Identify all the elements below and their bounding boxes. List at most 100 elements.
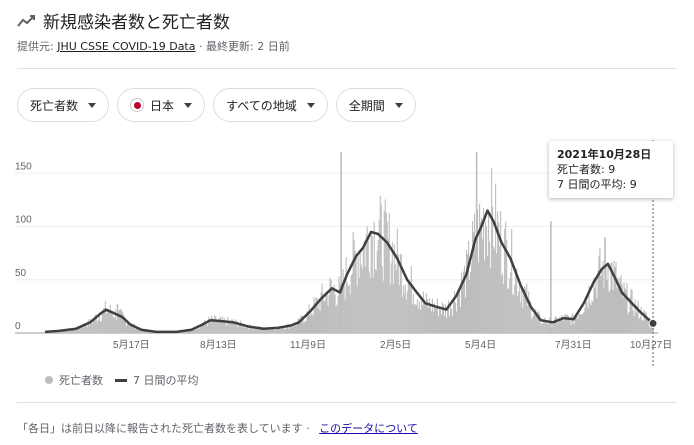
bar xyxy=(95,315,97,333)
bar xyxy=(616,288,618,333)
bar xyxy=(534,311,536,333)
bar xyxy=(514,284,516,333)
japan-flag-icon xyxy=(130,98,145,112)
bar xyxy=(497,211,499,333)
bar xyxy=(524,286,526,333)
bar xyxy=(235,319,237,333)
x-tick-label: 5月17日 xyxy=(113,339,150,351)
bar xyxy=(354,250,356,333)
bar xyxy=(624,288,626,333)
bar xyxy=(521,287,523,333)
bar xyxy=(405,299,407,333)
bar xyxy=(605,263,607,333)
bar xyxy=(136,327,139,333)
bar xyxy=(112,317,114,333)
bar xyxy=(399,253,401,333)
bar xyxy=(273,328,275,333)
bar xyxy=(448,316,451,333)
bar xyxy=(314,302,316,333)
bar-spike xyxy=(116,304,119,333)
bar xyxy=(363,240,365,333)
bar xyxy=(264,328,266,333)
bar xyxy=(520,302,522,333)
bar xyxy=(418,301,420,333)
bar xyxy=(584,307,586,333)
y-tick-label: 150 xyxy=(15,161,32,172)
bar xyxy=(458,287,461,333)
bar xyxy=(642,320,644,333)
bar xyxy=(402,285,404,333)
bar xyxy=(641,319,643,333)
bar xyxy=(147,331,150,333)
bar xyxy=(318,298,320,333)
legend-bar-swatch xyxy=(45,376,53,384)
bar xyxy=(212,318,214,333)
period-dropdown[interactable]: 全期間 xyxy=(335,88,416,122)
bar xyxy=(381,266,383,333)
bar xyxy=(561,314,563,333)
bar xyxy=(236,321,238,333)
bar xyxy=(587,308,589,333)
metric-dropdown[interactable]: 死亡者数 xyxy=(17,88,110,122)
region-dropdown[interactable]: すべての地域 xyxy=(213,88,328,122)
bar xyxy=(600,276,602,333)
bar xyxy=(552,324,554,333)
bar xyxy=(120,310,122,333)
bar xyxy=(254,326,256,333)
bar xyxy=(510,272,512,333)
bar xyxy=(528,291,530,333)
country-dropdown[interactable]: 日本 xyxy=(117,88,206,122)
bar xyxy=(260,328,262,333)
source-separator: · xyxy=(195,40,206,53)
bar xyxy=(110,312,112,333)
bar xyxy=(580,313,582,333)
bar xyxy=(379,195,381,333)
bar xyxy=(611,263,613,333)
source-link[interactable]: JHU CSSE COVID-19 Data xyxy=(57,40,196,53)
caret-down-icon xyxy=(184,102,193,108)
bar xyxy=(396,228,398,333)
deaths-chart[interactable]: 0 50 100 150 5月17日 8月13日 11月9日 2月5日 5月4日 7月31日 10月… xyxy=(0,130,694,370)
bar xyxy=(557,323,559,333)
bar xyxy=(502,273,504,333)
bar xyxy=(109,304,111,333)
bar xyxy=(645,312,647,333)
bar xyxy=(508,288,510,333)
x-tick-label: 11月9日 xyxy=(290,339,326,351)
y-tick-label: 50 xyxy=(15,268,27,279)
bar xyxy=(435,307,437,333)
about-data-link[interactable]: このデータについて xyxy=(319,422,418,435)
bar xyxy=(636,304,638,333)
bar xyxy=(567,315,569,333)
bar xyxy=(583,312,585,333)
bar xyxy=(542,318,544,333)
bar xyxy=(332,287,334,333)
bar xyxy=(231,319,233,333)
bar xyxy=(221,320,223,333)
bar xyxy=(355,253,357,333)
bar xyxy=(115,320,117,333)
bar xyxy=(424,302,426,333)
bar xyxy=(272,328,274,333)
bar xyxy=(560,318,562,333)
bar xyxy=(118,310,120,333)
bar xyxy=(460,272,463,333)
bar xyxy=(569,317,571,333)
bar xyxy=(513,295,515,333)
bar xyxy=(519,283,521,333)
bar xyxy=(74,328,76,333)
bar xyxy=(384,199,386,333)
bar xyxy=(144,331,147,333)
bar xyxy=(551,327,553,333)
bar xyxy=(128,325,130,333)
bar xyxy=(631,290,633,333)
bar xyxy=(244,327,246,333)
bar xyxy=(329,277,331,333)
bar xyxy=(228,321,230,333)
bar xyxy=(241,323,243,333)
bar xyxy=(279,325,281,333)
bar xyxy=(131,323,133,333)
bar xyxy=(196,329,198,333)
bar xyxy=(259,327,261,333)
bar xyxy=(230,323,232,333)
